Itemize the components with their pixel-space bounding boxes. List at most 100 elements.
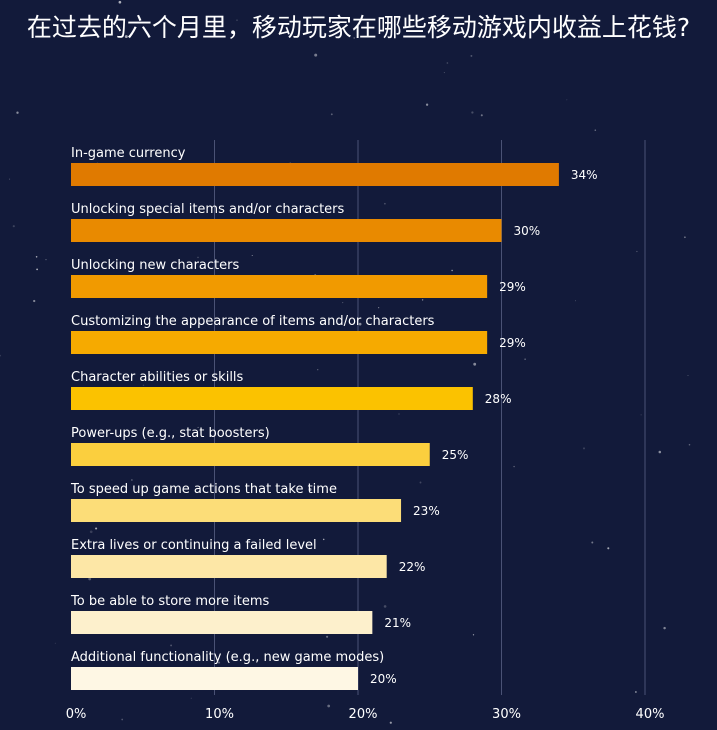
star-dot [326,635,329,638]
star-dot [684,236,686,239]
star-dot [121,718,124,721]
star-dot [236,19,238,21]
bar [71,331,488,354]
star-dot [327,704,331,708]
x-tick-label: 30% [492,707,521,722]
star-dot [89,530,93,534]
star-dot [172,379,176,383]
star-dot [170,644,173,647]
star-dot [54,642,56,644]
star-dot [635,691,637,693]
value-label: 30% [514,224,541,238]
star-dot [383,605,387,608]
star-dot [419,481,422,484]
bar [71,611,373,634]
bar-row: Unlocking special items and/or character… [71,202,540,242]
star-dot [131,479,133,481]
star-dot [451,269,453,272]
star-dot [473,362,477,366]
star-dot [470,54,473,57]
x-tick-label: 10% [205,707,234,722]
x-tick-label: 40% [636,707,665,722]
star-dot [480,114,483,117]
x-tick-label: 20% [349,707,378,722]
star-dot [317,369,319,371]
star-dot [35,256,38,258]
star-dot [342,302,344,304]
star-dot [663,626,666,630]
star-dot [688,443,691,446]
bar [71,387,473,410]
value-label: 21% [384,616,411,630]
value-label: 22% [399,560,426,574]
star-dot [190,697,192,699]
star-dot [566,99,568,101]
bar [71,499,402,522]
star-dot [384,202,386,205]
bar [71,163,559,186]
star-dot [443,72,445,74]
bar-row: Character abilities or skills 28% [71,370,511,410]
star-dot [322,538,325,541]
value-label: 25% [442,448,469,462]
star-dot [396,16,399,19]
bar [71,219,502,242]
value-label: 29% [499,336,526,350]
value-label: 28% [485,392,512,406]
bar-row: Additional functionality (e.g., new game… [71,650,397,690]
bar-row: Customizing the appearance of items and/… [71,314,526,354]
star-dot [251,255,253,256]
bar [71,443,430,466]
x-tick-label: 0% [66,707,87,722]
category-label: Additional functionality (e.g., new game… [71,650,384,665]
star-dot [378,307,380,309]
bar [71,667,358,690]
star-dot [308,488,312,491]
star-dot [0,354,1,357]
star-dot [45,258,47,261]
star-dot [16,111,19,114]
chart-title: 在过去的六个月里，移动玩家在哪些移动游戏内收益上花钱? [26,13,691,42]
star-dot [421,299,424,301]
star-dot [419,321,421,323]
star-dot [524,358,526,360]
bar [71,275,488,298]
star-dot [353,37,355,39]
star-dot [640,414,642,416]
star-dot [33,299,36,303]
star-dot [36,268,39,271]
category-label: In-game currency [71,146,186,161]
bar-row: Power-ups (e.g., stat boosters) 25% [71,426,468,466]
bar-row: Unlocking new characters 29% [71,258,526,298]
star-dot [142,384,145,386]
category-label: Extra lives or continuing a failed level [71,538,317,553]
star-dot [594,129,597,131]
star-dot [124,35,128,39]
star-dot [398,413,400,415]
value-label: 34% [571,168,598,182]
star-dot [314,53,318,57]
star-dot [88,577,92,581]
star-dot [85,322,89,326]
star-dot [513,465,515,468]
star-dot [358,322,362,326]
star-dot [389,721,392,724]
bar-row: To be able to store more items 21% [70,594,411,634]
category-label: Character abilities or skills [71,370,244,385]
star-dot [217,661,221,664]
star-dot [197,256,199,259]
bars: In-game currency 34% Unlocking special ite… [70,146,598,690]
star-dot [575,300,576,302]
star-dot [197,426,199,428]
star-dot [120,26,122,28]
category-label: Power-ups (e.g., stat boosters) [71,426,270,441]
x-axis: 0% 10% 20% 30% 40% [66,707,665,722]
star-dot [425,103,429,106]
value-label: 20% [370,672,397,686]
star-dot [471,111,474,114]
star-dot [9,178,11,180]
bar-row: In-game currency 34% [71,146,598,186]
category-label: Unlocking new characters [71,258,239,273]
star-dot [591,541,594,544]
